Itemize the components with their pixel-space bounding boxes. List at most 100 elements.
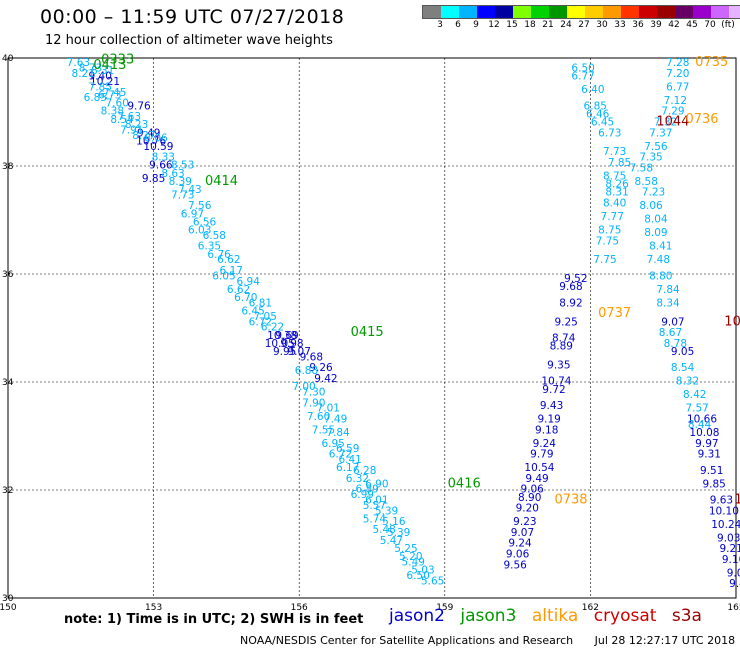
wave-height-value: 7.32 [654,117,677,129]
wave-height-value: 6.50 [406,570,429,582]
wave-height-value: 6.17 [220,265,243,277]
wave-height-value: 9.79 [530,449,553,461]
colorbar-legend: 3 6 9 12 15 18 21 24 27 30 33 36 39 42 45 70 (ft) [422,5,740,33]
x-tick-label: 156 [291,603,308,613]
wave-height-value: 9.42 [314,373,337,385]
wave-height-value: 8.32 [676,376,699,388]
note-text: note: 1) Time is in UTC; 2) SWH is in fe… [64,612,364,627]
wave-height-value: 6.32 [346,473,369,485]
wave-height-value: 10.08 [689,427,719,439]
wave-height-value: 9.52 [564,273,587,285]
wave-height-value: 8.73 [79,63,102,75]
wave-height-value: 6.41 [338,454,361,466]
wave-height-value: 7.85 [89,81,112,93]
track-time-label: 0738 [554,493,587,508]
wave-height-value: 7.91 [120,125,143,137]
footer-timestamp: Jul 28 12:27:17 UTC 2018 [594,634,736,647]
wave-height-value: 9.19 [537,414,560,426]
wave-height-value: 5.25 [394,543,417,555]
wave-height-value: 7.73 [171,189,194,201]
wave-height-value: 9.68 [559,281,582,293]
wave-height-value: 6.72 [329,449,352,461]
wave-height-value: 10.74 [541,376,571,388]
wave-height-value: 9.97 [695,438,718,450]
colorbar-swatch [657,6,675,18]
wave-height-value: 6.50 [571,63,594,75]
wave-height-value: 7.48 [647,254,670,266]
wave-height-value: 8.74 [552,333,576,345]
track-time-label: 0416 [448,476,481,491]
wave-height-value: 6.77 [571,71,594,83]
wave-height-value: 8.34 [656,297,680,309]
wave-height-value: 8.41 [649,241,672,253]
track-time-label: 1044 [656,115,689,130]
wave-height-value: 9.40 [89,71,112,83]
track-time-label: 1 [734,493,740,508]
track-time-label: 0735 [695,55,728,70]
colorbar-tick-label: 70 [704,20,716,30]
wave-height-value: 7.29 [661,106,684,118]
wave-height-value: 6.22 [261,322,284,334]
wave-height-value: 6.40 [581,84,604,96]
wave-height-value: 5.16 [382,516,406,528]
wave-height-value: 7.37 [649,127,672,139]
wave-height-value: 6.28 [353,465,376,477]
wave-height-value: 6.62 [227,284,250,296]
wave-height-value: 9.20 [516,503,539,515]
wave-height-value: 9.49 [729,578,740,590]
wave-height-value: 8.33 [152,152,175,164]
wave-height-value: 8.78 [664,338,687,350]
colorbar-ticks: 3 6 9 12 15 18 21 24 27 30 33 36 39 42 45 70 (ft) [422,19,740,33]
wave-height-value: 8.89 [550,341,573,353]
wave-height-value: 6.56 [193,216,217,228]
wave-height-value: 6.90 [365,478,388,490]
wave-height-value: 8.53 [171,160,194,172]
wave-height-value: 5.20 [399,551,422,563]
wave-height-value: 9.24 [533,438,557,450]
colorbar-swatch [585,6,603,18]
wave-height-value: 8.75 [598,225,621,237]
wave-height-value: 9.66 [149,160,173,172]
colorbar-tick-label: 33 [614,20,626,30]
colorbar-swatch [693,6,711,18]
wave-height-value: 8.63 [161,168,184,180]
wave-height-value: 9.63 [710,495,733,507]
wave-height-value: 7.56 [644,141,668,153]
wave-height-value: 8.80 [649,270,672,282]
wave-height-value: 6.85 [584,100,607,112]
wave-height-value: 7.84 [656,284,680,296]
x-tick-label: 150 [0,603,17,613]
track-time-label: 0415 [351,325,384,340]
wave-height-value: 5.49 [402,557,425,569]
wave-height-value: 7.01 [317,403,340,415]
wave-height-value: 6.58 [203,230,226,242]
wave-height-value: 9.03 [717,532,740,544]
x-tick-label: 153 [145,603,162,613]
wave-height-value: 9.68 [300,351,323,363]
wave-height-value: 7.56 [188,200,212,212]
wave-height-value: 7.60 [106,98,129,110]
colorbar-tick-label: 6 [455,20,461,30]
wave-height-value: 6.45 [591,117,614,129]
wave-height-value: 6.73 [98,90,121,102]
wave-height-value: 6.01 [365,495,388,507]
colorbar-tick-label: 30 [596,20,608,30]
wave-height-value: 8.58 [635,176,658,188]
wave-height-value: 7.84 [326,427,350,439]
wave-height-value: 9.21 [719,543,740,555]
wave-height-value: 7.12 [664,95,687,107]
wave-height-value: 8.92 [559,297,582,309]
colorbar-tick-label: 36 [632,20,644,30]
wave-height-value: 7.63 [67,57,90,69]
wave-height-value: 7.55 [312,424,335,436]
wave-height-value: 9.49 [525,473,548,485]
wave-height-value: 8.04 [644,214,668,226]
track-time-label: 0333 [101,52,134,67]
wave-height-value: 6.17 [336,462,359,474]
wave-height-value: 8.54 [671,362,695,374]
wave-height-value: 8.23 [125,119,148,131]
colorbar-swatch [603,6,621,18]
wave-height-value: 8.31 [605,187,628,199]
wave-height-value: 7.45 [103,87,126,99]
